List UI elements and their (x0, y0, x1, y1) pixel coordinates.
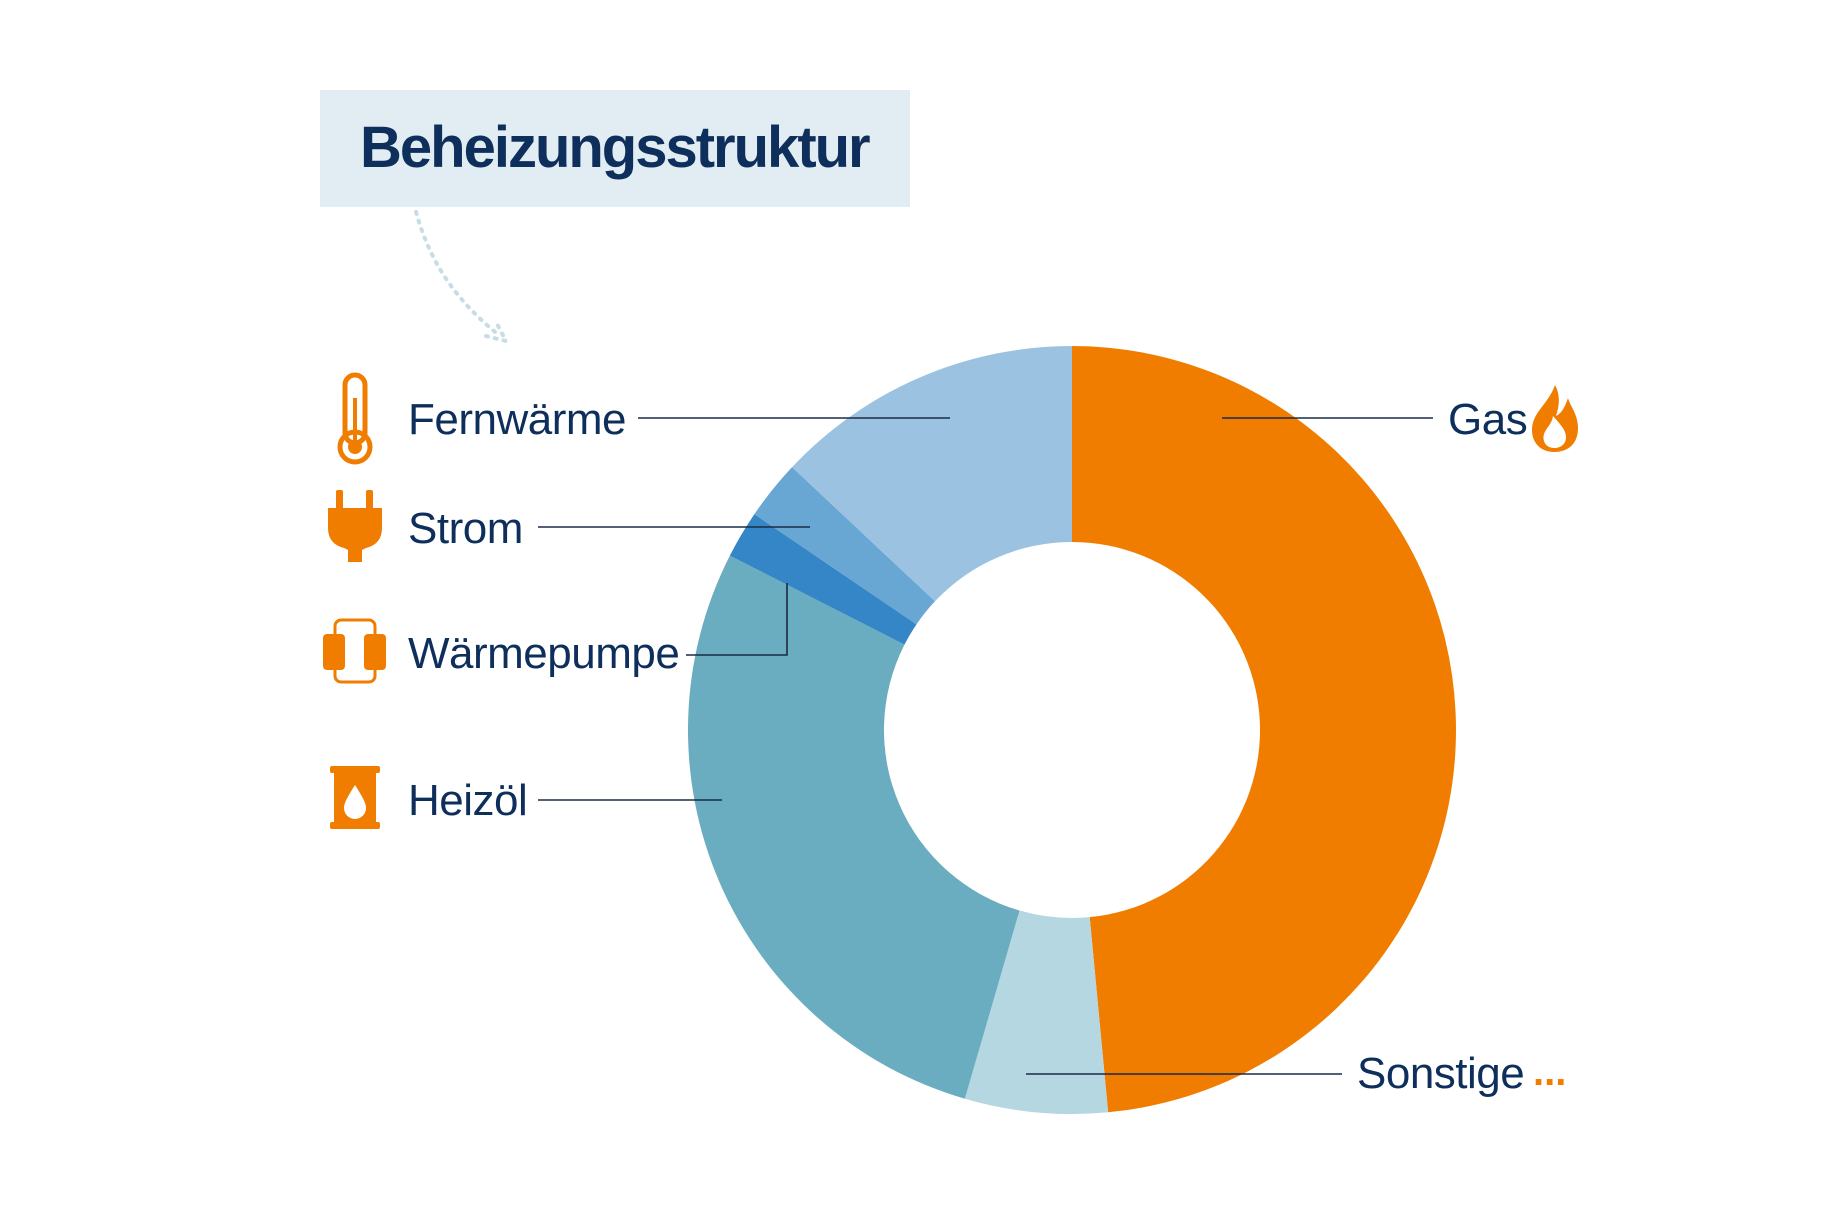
heat-pump-icon (323, 618, 386, 684)
dotted-arrow (414, 210, 502, 338)
leader-line-waermepumpe (686, 583, 788, 656)
label-heizoel: Heizöl (408, 776, 528, 825)
label-gas: Gas (1448, 395, 1528, 444)
label-strom: Strom (408, 504, 523, 553)
flame-icon (1532, 385, 1578, 452)
slice-fernwaerme (792, 346, 1072, 602)
label-sonstige: Sonstige (1357, 1049, 1525, 1098)
chart-title: Beheizungsstruktur (360, 115, 871, 180)
label-waermepumpe: Wärmepumpe (408, 629, 680, 678)
donut-slices (688, 346, 1456, 1114)
slice-waermepumpe (729, 514, 917, 645)
slice-sonstige (964, 910, 1109, 1114)
thermometer-icon (337, 372, 373, 465)
slice-strom (754, 467, 935, 625)
ellipsis-icon: ... (1533, 1050, 1567, 1094)
title-box: Beheizungsstruktur (320, 90, 910, 207)
oil-barrel-icon (330, 766, 380, 829)
slice-gas (1072, 346, 1456, 1113)
slice-heizoel (688, 555, 1020, 1099)
arrow-head (484, 320, 510, 345)
label-fernwaerme: Fernwärme (408, 395, 627, 444)
plug-icon (328, 490, 382, 562)
